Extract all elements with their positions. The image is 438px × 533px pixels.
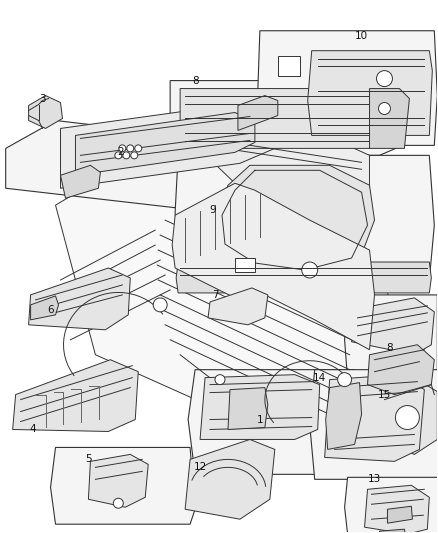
Polygon shape [28,95,63,128]
Text: 13: 13 [368,474,381,484]
Polygon shape [308,51,432,135]
Polygon shape [56,131,404,439]
Polygon shape [50,447,195,524]
Circle shape [338,373,352,386]
Polygon shape [238,95,278,131]
Polygon shape [326,383,361,449]
Text: 8: 8 [386,343,393,353]
Polygon shape [13,360,138,432]
Text: 14: 14 [313,373,326,383]
Polygon shape [310,370,438,479]
Polygon shape [60,165,100,198]
Text: 2: 2 [117,147,124,157]
Circle shape [113,498,124,508]
Text: 8: 8 [192,76,198,86]
Circle shape [123,152,130,159]
Circle shape [215,375,225,385]
Polygon shape [278,55,300,76]
Text: 4: 4 [29,424,36,434]
Text: 6: 6 [47,305,54,315]
Text: 3: 3 [39,93,46,103]
Polygon shape [208,288,268,325]
Polygon shape [176,262,431,293]
Circle shape [127,145,134,152]
Polygon shape [215,165,374,275]
Polygon shape [235,258,255,272]
Polygon shape [345,295,437,394]
Polygon shape [228,387,268,430]
Polygon shape [180,99,370,215]
Polygon shape [31,296,59,320]
Polygon shape [364,486,429,533]
Circle shape [153,298,167,312]
Text: 15: 15 [378,390,391,400]
Circle shape [119,145,126,152]
Text: 5: 5 [85,455,92,464]
Polygon shape [185,439,275,519]
Polygon shape [388,506,413,523]
Polygon shape [75,112,255,175]
Polygon shape [367,345,434,394]
Text: 12: 12 [194,462,207,472]
Text: 7: 7 [212,290,218,300]
Text: 9: 9 [210,205,216,215]
Polygon shape [352,298,434,355]
Polygon shape [258,31,437,146]
Polygon shape [200,375,320,439]
Polygon shape [175,155,434,280]
Circle shape [302,262,318,278]
Polygon shape [378,379,437,455]
Polygon shape [88,455,148,507]
Polygon shape [325,375,424,462]
Polygon shape [345,478,438,533]
Circle shape [377,71,392,86]
Polygon shape [180,88,399,148]
Polygon shape [170,80,414,155]
Polygon shape [28,268,130,330]
Polygon shape [379,529,406,533]
Polygon shape [188,370,364,474]
Polygon shape [60,103,275,188]
Circle shape [378,102,390,115]
Circle shape [131,152,138,159]
Polygon shape [370,88,410,148]
Text: 1: 1 [257,415,263,424]
Polygon shape [172,183,374,350]
Circle shape [396,406,419,430]
Text: 10: 10 [355,31,368,41]
Circle shape [135,145,142,152]
Polygon shape [6,120,295,215]
Circle shape [115,152,122,159]
